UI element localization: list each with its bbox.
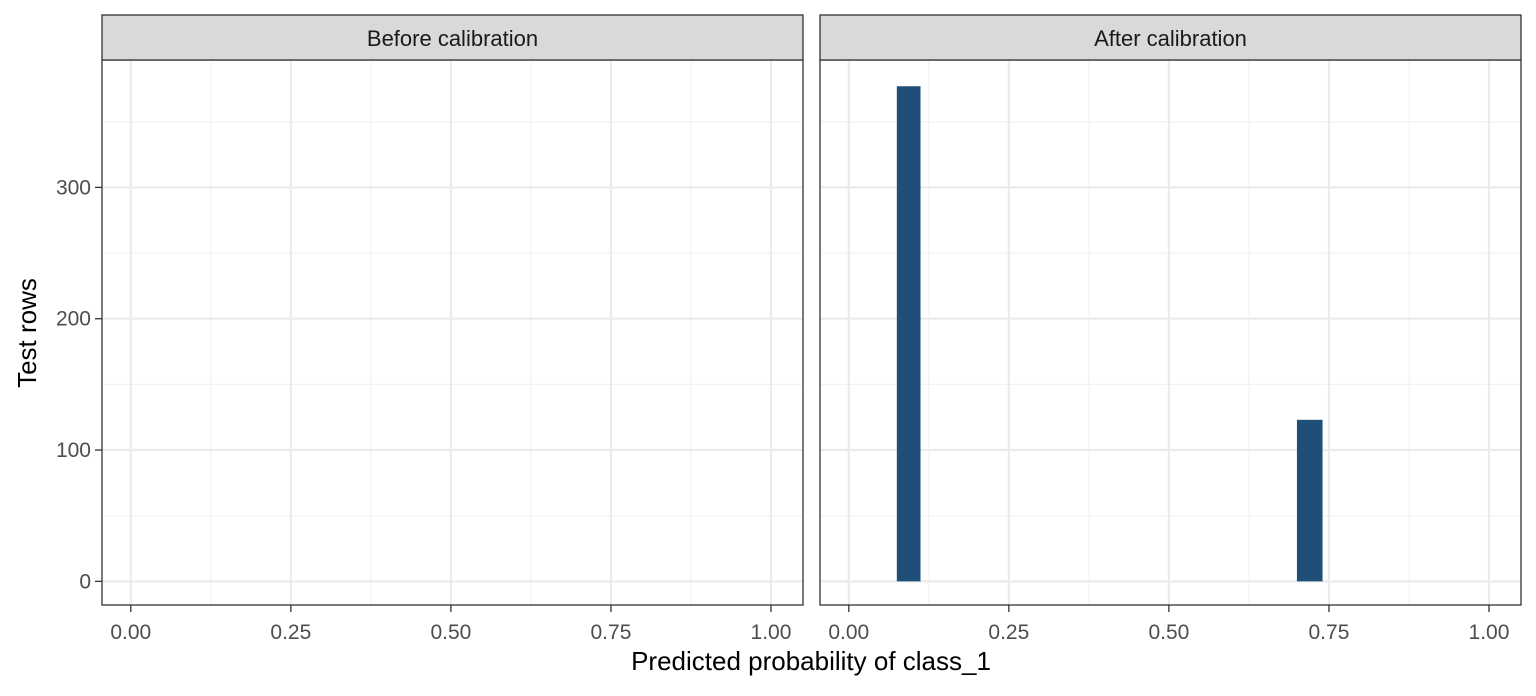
panel-background [820, 60, 1521, 605]
panel-2: After calibration 0.00 0.25 0.50 0.75 1.00 [819, 14, 1522, 644]
facet-strip [819, 14, 1522, 61]
x-tick-label: 0.00 [828, 621, 869, 644]
panel-background [102, 60, 803, 605]
x-tick-label: 0.75 [1309, 621, 1350, 644]
facet-strip-label: After calibration [1094, 26, 1247, 51]
x-tick-label: 0.00 [110, 621, 151, 644]
y-tick-label: 100 [56, 439, 91, 462]
x-tick-label: 0.25 [270, 621, 311, 644]
y-tick-label: 300 [56, 176, 91, 199]
panels-layer: Before calibration 0.00 0.25 0.50 0.75 1.00 0 1… [56, 14, 1522, 644]
histogram-bar [896, 86, 921, 582]
x-tick-label: 0.50 [430, 621, 471, 644]
x-tick-label: 0.25 [988, 621, 1029, 644]
x-tick-label: 0.75 [591, 621, 632, 644]
panel-1: Before calibration 0.00 0.25 0.50 0.75 1.00 0 1… [56, 14, 804, 644]
y-tick-label: 200 [56, 308, 91, 331]
x-tick-label: 0.50 [1148, 621, 1189, 644]
x-tick-label: 1.00 [1469, 621, 1510, 644]
y-tick-label: 0 [79, 570, 91, 593]
facet-strip [101, 14, 804, 61]
x-tick-label: 1.00 [751, 621, 792, 644]
y-axis-title: Test rows [12, 278, 42, 388]
histogram-bar [1296, 419, 1323, 582]
x-axis-title: Predicted probability of class_1 [631, 646, 991, 676]
facet-strip-label: Before calibration [367, 26, 538, 51]
